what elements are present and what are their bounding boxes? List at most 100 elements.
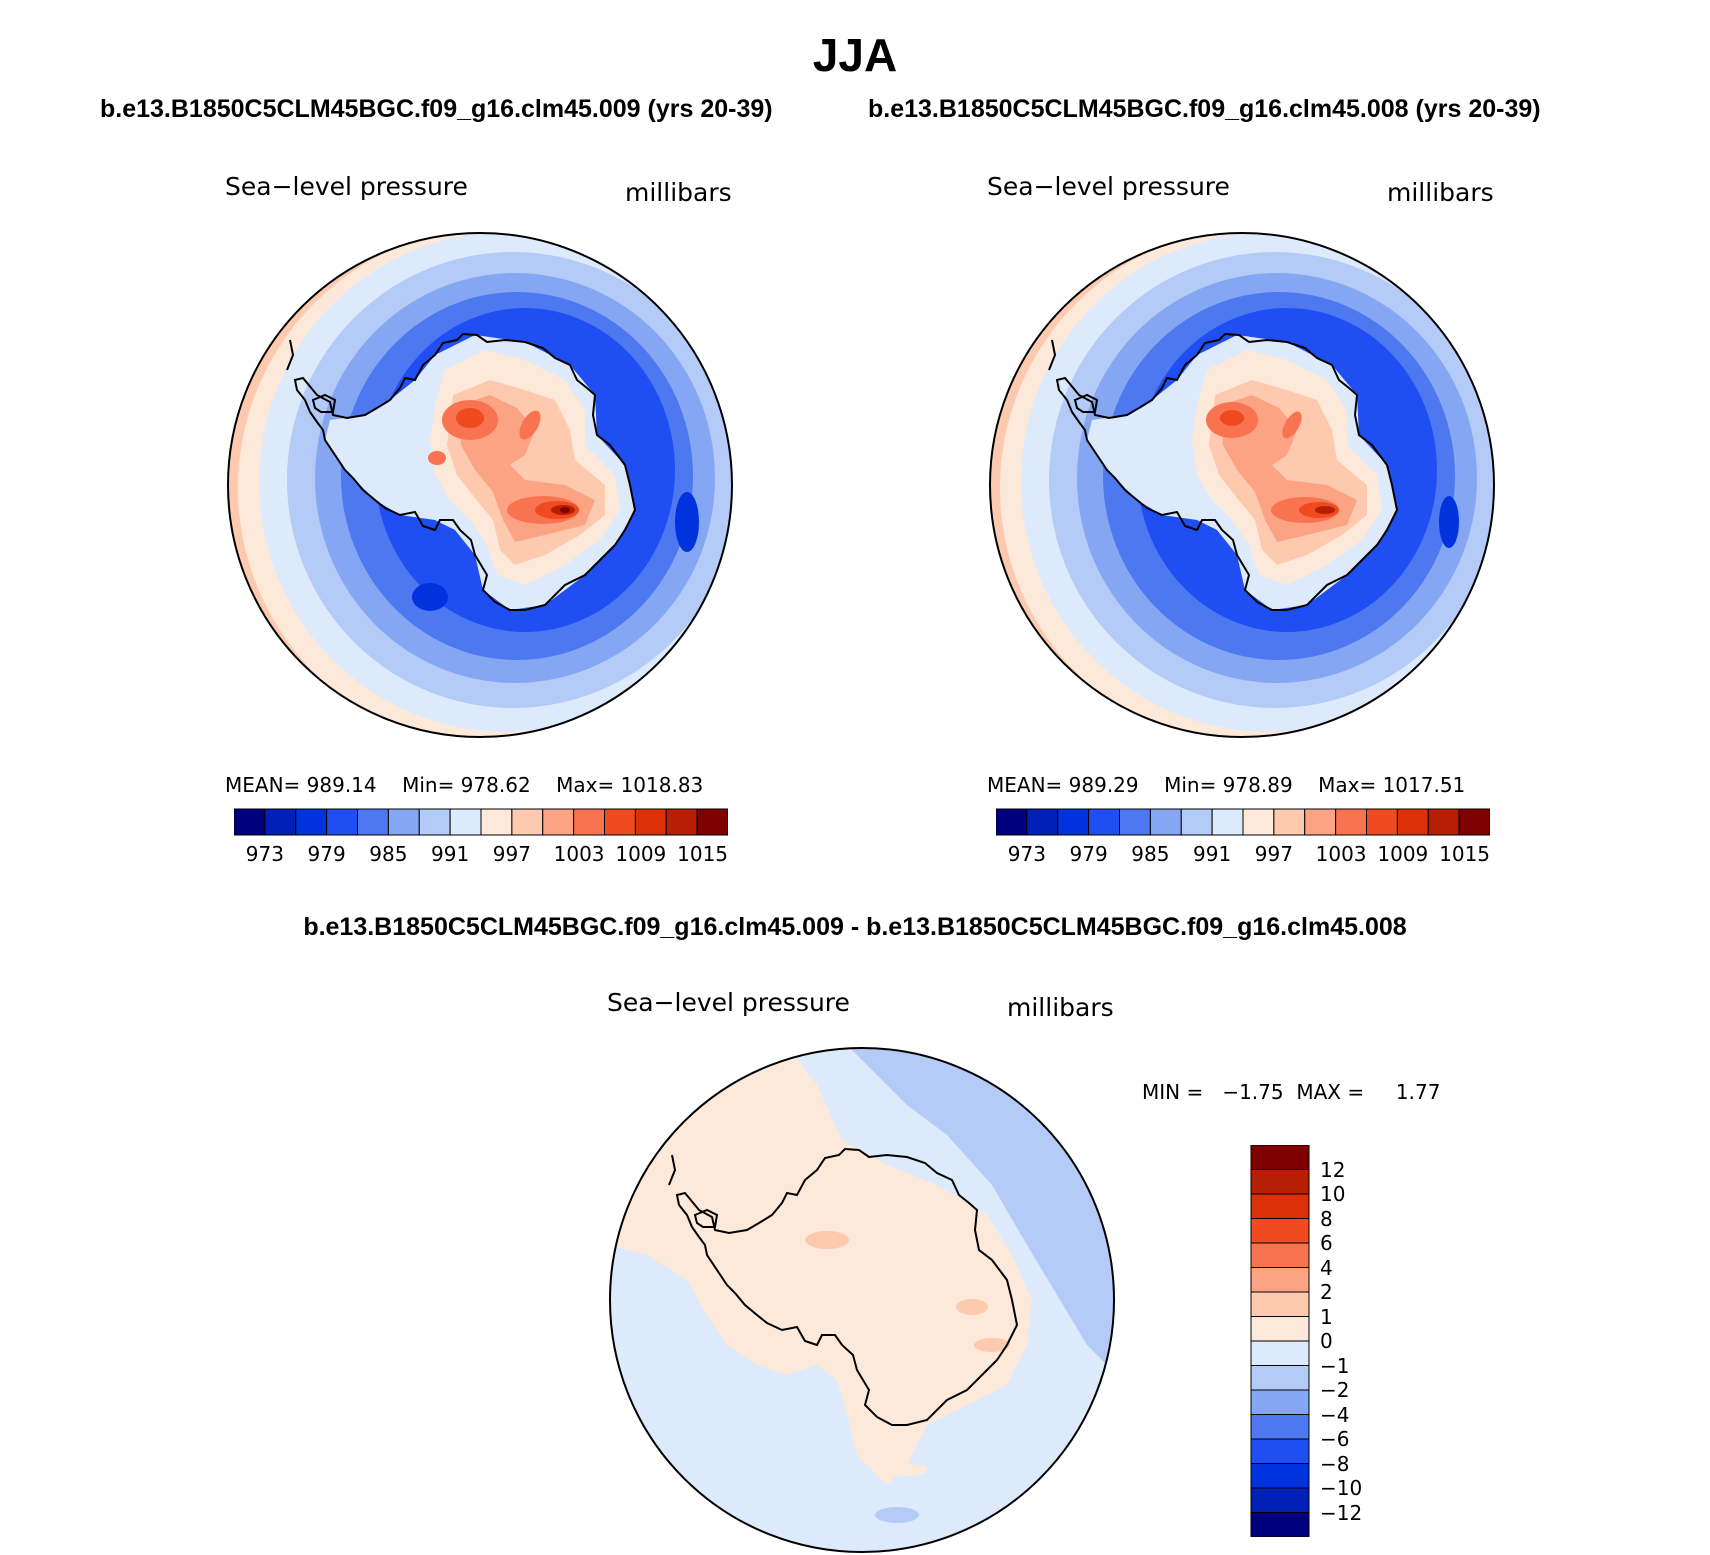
colorbar-swatch	[1149, 808, 1182, 836]
colorbar-swatch	[1057, 808, 1090, 836]
difference-variable-label: Sea−level pressure	[607, 988, 850, 1017]
colorbar-swatch	[1250, 1463, 1310, 1489]
colorbar-swatch	[1250, 1487, 1310, 1513]
colorbar-tick-label: 973	[245, 842, 284, 866]
colorbar-swatch	[418, 808, 451, 836]
colorbar-swatch	[1250, 1316, 1310, 1342]
colorbar-swatch	[1250, 1365, 1310, 1391]
colorbar-tick-label: −10	[1320, 1476, 1363, 1500]
colorbar-tick-label: 985	[1131, 842, 1170, 866]
colorbar-swatch	[1250, 1193, 1310, 1219]
difference-map	[609, 1047, 1115, 1553]
panel-1-subtitle: b.e13.B1850C5CLM45BGC.f09_g16.clm45.009 …	[100, 95, 773, 123]
difference-max: 1.77	[1395, 1080, 1441, 1104]
colorbar-tick-label: 979	[307, 842, 346, 866]
panel-1-map	[227, 232, 733, 738]
colorbar-tick-label: −8	[1320, 1451, 1350, 1476]
colorbar-tick-label: 8	[1320, 1206, 1333, 1231]
colorbar-swatch	[1366, 808, 1398, 836]
colorbar-tick-label: 1003	[553, 842, 605, 866]
colorbar-swatch	[326, 808, 358, 836]
colorbar-swatch	[449, 808, 482, 836]
colorbar-tick-label: 1003	[1315, 842, 1367, 866]
colorbar-swatch	[1250, 1145, 1310, 1170]
colorbar-swatch	[1458, 808, 1490, 836]
colorbar-tick-label: 6	[1320, 1231, 1333, 1255]
panel-1-colorbar-ticks: 973 979 985 991 997 1003 1009 1015	[230, 842, 730, 868]
panel-2-colorbar-ticks: 973 979 985 991 997 1003 1009 1015	[992, 842, 1492, 868]
colorbar-swatch	[295, 808, 328, 836]
colorbar-swatch	[1180, 808, 1213, 836]
colorbar-tick-label: −2	[1320, 1378, 1350, 1402]
colorbar-swatch	[573, 808, 605, 836]
colorbar-swatch	[234, 808, 266, 836]
colorbar-swatch	[604, 808, 636, 836]
colorbar-tick-label: 4	[1320, 1255, 1333, 1280]
colorbar-swatch	[1250, 1291, 1310, 1317]
colorbar-swatch	[387, 808, 420, 836]
colorbar-swatch	[542, 808, 575, 836]
colorbar-tick-label: −4	[1320, 1402, 1350, 1427]
colorbar-swatch	[1088, 808, 1120, 836]
colorbar-swatch	[1304, 808, 1337, 836]
colorbar-tick-label: 1015	[1439, 842, 1491, 866]
colorbar-tick-label: 979	[1069, 842, 1108, 866]
panel-2-subtitle: b.e13.B1850C5CLM45BGC.f09_g16.clm45.008 …	[868, 95, 1541, 123]
colorbar-swatch	[1250, 1389, 1310, 1415]
colorbar-swatch	[480, 808, 513, 836]
colorbar-tick-label: 991	[1193, 842, 1232, 866]
difference-subtitle: b.e13.B1850C5CLM45BGC.f09_g16.clm45.009 …	[303, 913, 1407, 941]
colorbar-swatch	[1427, 808, 1460, 836]
colorbar-tick-label: 1015	[677, 842, 729, 866]
panel-2-max: Max= 1017.51	[1318, 773, 1466, 797]
colorbar-swatch	[1396, 808, 1429, 836]
colorbar-tick-label: 1009	[1377, 842, 1429, 866]
colorbar-tick-label: 997	[492, 842, 531, 866]
colorbar-swatch	[1211, 808, 1244, 836]
colorbar-swatch	[1026, 808, 1059, 836]
difference-stats: MIN = −1.75 MAX = 1.77	[1142, 1080, 1440, 1104]
colorbar-tick-label: 0	[1320, 1329, 1333, 1353]
colorbar-swatch	[1250, 1169, 1310, 1195]
colorbar-swatch	[1273, 808, 1306, 836]
colorbar-swatch	[1250, 1512, 1310, 1537]
panel-1-min: Min= 978.62	[402, 773, 531, 797]
panel-2-min: Min= 978.89	[1164, 773, 1293, 797]
colorbar-swatch	[696, 808, 728, 836]
difference-max-label: MAX =	[1296, 1080, 1365, 1104]
colorbar-swatch	[264, 808, 297, 836]
panel-1-stats: MEAN= 989.14 Min= 978.62 Max= 1018.83	[225, 773, 703, 797]
difference-colorbar	[1250, 1145, 1310, 1537]
colorbar-tick-label: 985	[369, 842, 408, 866]
colorbar-tick-label: 2	[1320, 1280, 1333, 1304]
panel-2-stats: MEAN= 989.29 Min= 978.89 Max= 1017.51	[987, 773, 1465, 797]
colorbar-tick-label: 997	[1254, 842, 1293, 866]
colorbar-tick-label: 12	[1320, 1157, 1346, 1182]
panel-2-units-label: millibars	[1387, 178, 1494, 207]
colorbar-swatch	[1250, 1414, 1310, 1440]
colorbar-swatch	[511, 808, 544, 836]
panel-1-units-label: millibars	[625, 178, 732, 207]
colorbar-swatch	[1250, 1218, 1310, 1244]
colorbar-tick-label: 991	[431, 842, 470, 866]
panel-2-mean: MEAN= 989.29	[987, 773, 1139, 797]
difference-min-label: MIN =	[1142, 1080, 1204, 1104]
colorbar-swatch	[1250, 1438, 1310, 1464]
colorbar-swatch	[1250, 1242, 1310, 1268]
difference-colorbar-ticks: 12 10 8 6 4 2 1 0 −1 −2 −4 −6 −8 −10 −12	[1320, 1145, 1400, 1537]
colorbar-tick-label: −1	[1320, 1353, 1350, 1378]
panel-2-variable-label: Sea−level pressure	[987, 172, 1230, 201]
colorbar-swatch	[996, 808, 1028, 836]
colorbar-tick-label: 1	[1320, 1304, 1333, 1329]
colorbar-swatch	[1242, 808, 1275, 836]
colorbar-swatch	[1335, 808, 1367, 836]
panel-2-colorbar	[996, 808, 1490, 836]
colorbar-swatch	[1250, 1340, 1310, 1366]
panel-1-variable-label: Sea−level pressure	[225, 172, 468, 201]
colorbar-swatch	[665, 808, 698, 836]
colorbar-swatch	[1250, 1267, 1310, 1293]
colorbar-tick-label: −6	[1320, 1427, 1350, 1451]
difference-min: −1.75	[1222, 1080, 1284, 1104]
colorbar-tick-label: 1009	[615, 842, 667, 866]
colorbar-tick-label: 973	[1007, 842, 1046, 866]
